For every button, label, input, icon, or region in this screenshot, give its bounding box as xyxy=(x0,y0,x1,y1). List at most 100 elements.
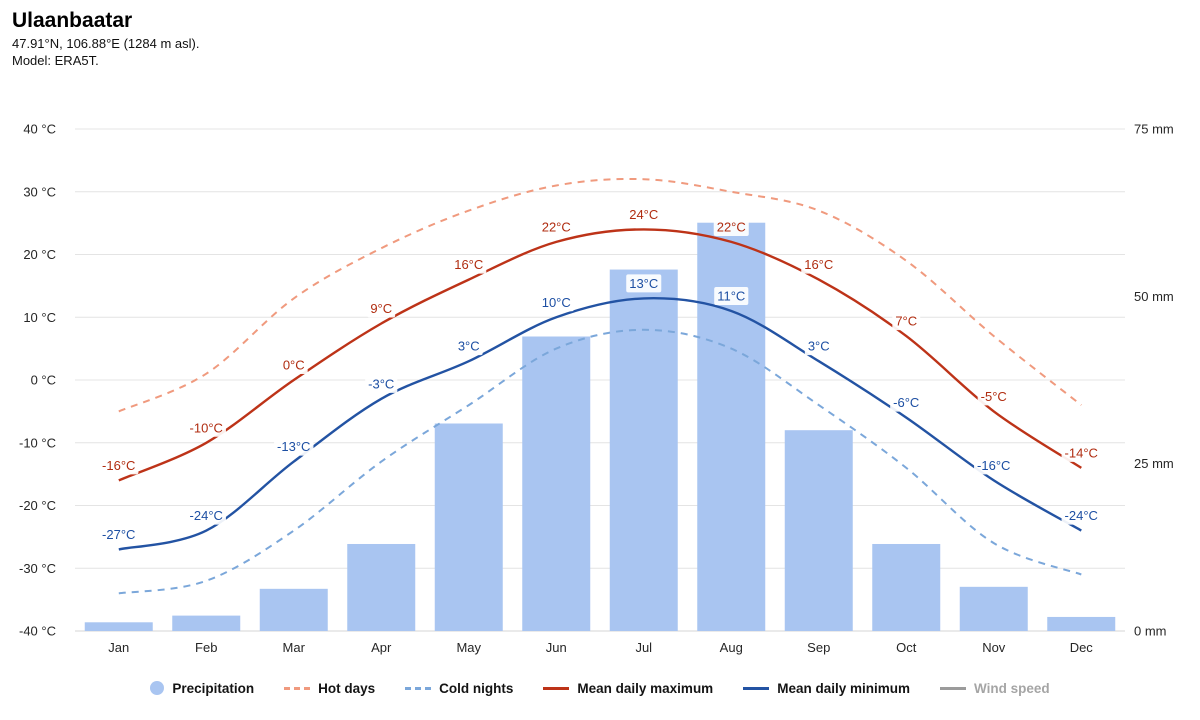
y-axis-label-right: 75 mm xyxy=(1134,122,1174,137)
mean-daily-minimum-value-label: 3°C xyxy=(458,339,480,354)
mean-daily-minimum-value-label: -24°C xyxy=(190,508,223,523)
value-label-backing xyxy=(1061,506,1101,525)
precipitation-bar xyxy=(872,543,941,631)
legend-solid-line-swatch xyxy=(939,686,966,690)
mean-daily-minimum-value-label: 3°C xyxy=(808,339,830,354)
x-axis-label-month: May xyxy=(456,640,481,655)
y-axis-label-left: 30 °C xyxy=(23,184,56,199)
model-label: Model: ERA5T. xyxy=(12,53,99,69)
precipitation-bar xyxy=(784,430,853,631)
legend-label: Precipitation xyxy=(172,680,255,696)
value-label-backing xyxy=(186,506,226,525)
chart-header: Ulaanbaatar 47.91°N, 106.88°E (1284 m as… xyxy=(12,8,199,68)
legend-label: Cold nights xyxy=(439,680,514,696)
mean-daily-minimum-value-label: -13°C xyxy=(277,439,310,454)
legend-dashed-line-swatch xyxy=(405,686,432,690)
legend-solid-line-swatch xyxy=(543,686,570,690)
value-label-backing xyxy=(892,312,921,331)
mean-daily-maximum-value-label: -5°C xyxy=(981,389,1007,404)
mean-daily-maximum-value-label: -10°C xyxy=(190,420,223,435)
legend-label: Mean daily maximum xyxy=(577,680,714,696)
value-label-backing xyxy=(801,255,837,274)
legend-item-wind-speed[interactable]: Wind speed xyxy=(939,681,1050,696)
mean-daily-minimum-value-label: -6°C xyxy=(893,395,919,410)
y-axis-label-left: 40 °C xyxy=(23,122,56,137)
mean-daily-maximum-value-label: 16°C xyxy=(804,257,833,272)
value-label-backing xyxy=(99,456,139,475)
mean-daily-minimum-value-label: 10°C xyxy=(542,295,571,310)
value-label-backing xyxy=(538,293,574,312)
mean-daily-maximum-value-label: 24°C xyxy=(629,207,658,222)
value-label-backing xyxy=(367,299,396,318)
value-label-backing xyxy=(451,255,487,274)
value-label-backing xyxy=(626,274,662,293)
page-title: Ulaanbaatar xyxy=(12,9,133,32)
precipitation-bar xyxy=(609,269,678,631)
mean-daily-maximum-value-label: 9°C xyxy=(370,301,392,316)
value-label-backing xyxy=(186,418,226,437)
mean-daily-minimum-value-label: 13°C xyxy=(629,276,658,291)
value-label-backing xyxy=(99,525,139,544)
mean-daily-maximum-value-label: 22°C xyxy=(717,219,746,234)
mean-daily-minimum-value-label: -27°C xyxy=(102,527,135,542)
x-axis-label-month: Oct xyxy=(896,640,917,655)
y-axis-label-left: -20 °C xyxy=(19,498,56,513)
precipitation-bar xyxy=(959,586,1028,631)
x-axis-label-month: Apr xyxy=(371,640,392,655)
value-label-backing xyxy=(977,387,1010,406)
value-label-backing xyxy=(365,374,398,393)
value-label-backing xyxy=(974,456,1014,475)
precipitation-bar xyxy=(259,588,328,631)
legend-item-precipitation[interactable]: Precipitation xyxy=(150,681,254,696)
mean-daily-minimum-value-label: 11°C xyxy=(717,288,745,303)
legend-item-hot-days[interactable]: Hot days xyxy=(284,681,375,696)
climate-chart: 40 °C 30 °C 20 °C 10 °C 0 °C -10 °C -20 °C -30 … xyxy=(19,122,1174,656)
y-axis-label-left: 0 °C xyxy=(31,373,56,388)
x-axis-label-month: Jun xyxy=(546,640,567,655)
precipitation-bar xyxy=(84,622,153,631)
x-axis-label-month: Aug xyxy=(720,640,743,655)
legend: Precipitation Hot days Cold nights Mean dai… xyxy=(0,675,1200,701)
mean-daily-maximum-value-label: -16°C xyxy=(102,458,135,473)
legend-solid-line-swatch xyxy=(743,686,770,690)
precipitation-bar xyxy=(1047,616,1116,631)
legend-item-mean-daily-maximum[interactable]: Mean daily maximum xyxy=(543,681,713,696)
value-label-backing xyxy=(538,217,574,236)
value-label-backing xyxy=(454,337,483,356)
x-axis-label-month: Dec xyxy=(1070,640,1094,655)
location-coordinates: 47.91°N, 106.88°E (1284 m asl). xyxy=(12,36,200,52)
x-axis-label-month: Feb xyxy=(195,640,217,655)
precipitation-bar xyxy=(522,336,591,631)
y-axis-label-left: 20 °C xyxy=(23,247,56,262)
value-label-backing xyxy=(279,356,308,374)
hot-days-line xyxy=(118,177,1082,413)
y-axis-label-left: -30 °C xyxy=(19,561,56,576)
mean-daily-maximum-value-label: -14°C xyxy=(1065,445,1098,460)
value-label-backing xyxy=(714,286,749,305)
mean-daily-maximum-value-label: 16°C xyxy=(454,257,483,272)
y-axis-label-right: 50 mm xyxy=(1134,289,1174,304)
value-label-backing xyxy=(804,337,833,356)
y-axis-label-right: 0 mm xyxy=(1134,624,1167,639)
x-axis-label-month: Sep xyxy=(807,640,830,655)
x-axis-label-month: Mar xyxy=(283,640,306,655)
legend-label: Hot days xyxy=(318,680,376,696)
precipitation-bar xyxy=(347,543,416,631)
precipitation-bar xyxy=(697,222,766,631)
y-axis-label-right: 25 mm xyxy=(1134,456,1174,471)
mean-daily-maximum-value-label: 0°C xyxy=(283,358,305,373)
mean-daily-minimum-value-label: -24°C xyxy=(1065,508,1098,523)
precipitation-bar xyxy=(172,615,241,631)
mean-daily-maximum-value-label: 22°C xyxy=(542,219,571,234)
value-label-backing xyxy=(626,205,662,224)
legend-circle-swatch xyxy=(150,681,165,695)
value-label-backing xyxy=(890,393,923,412)
value-label-backing xyxy=(713,217,749,236)
legend-item-mean-daily-minimum[interactable]: Mean daily minimum xyxy=(743,681,910,696)
x-axis-label-month: Nov xyxy=(982,640,1006,655)
cold-nights-line xyxy=(118,328,1082,595)
value-label-backing xyxy=(274,437,314,456)
legend-item-cold-nights[interactable]: Cold nights xyxy=(405,681,513,696)
value-label-backing xyxy=(1061,443,1101,462)
mean-daily-minimum-line xyxy=(118,297,1082,551)
